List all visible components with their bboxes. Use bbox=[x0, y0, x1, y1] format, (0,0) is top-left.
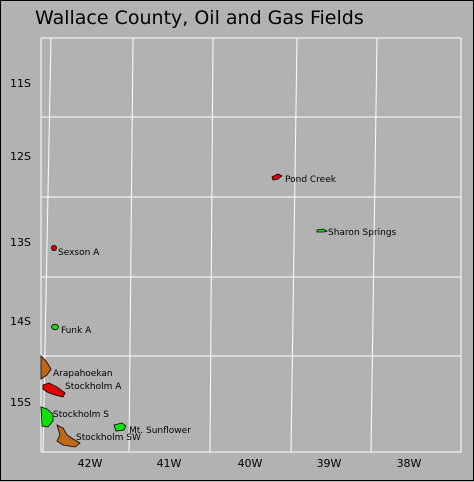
field-label-mt-sunflower: Mt. Sunflower bbox=[129, 426, 191, 436]
township-label-14s: 14S bbox=[10, 315, 31, 328]
map-title: Wallace County, Oil and Gas Fields bbox=[35, 7, 364, 29]
field-label-sexson-a: Sexson A bbox=[58, 248, 100, 258]
range-label-38w: 38W bbox=[396, 457, 422, 470]
sharon-springs-field bbox=[316, 228, 329, 233]
range-label-40w: 40W bbox=[237, 457, 263, 470]
field-shapes bbox=[40, 173, 329, 448]
stockholm-a-field bbox=[42, 382, 66, 398]
sexson-a-field bbox=[51, 244, 58, 251]
stockholm-sw-field bbox=[56, 424, 81, 448]
township-label-13s: 13S bbox=[10, 236, 31, 249]
range-line bbox=[370, 37, 378, 453]
range-label-41w: 41W bbox=[156, 457, 182, 470]
township-label-11s: 11S bbox=[10, 77, 31, 90]
stockholm-s-field bbox=[40, 406, 54, 428]
range-line bbox=[209, 37, 214, 453]
funk-a-field bbox=[51, 323, 59, 331]
township-label-15s: 15S bbox=[10, 396, 31, 409]
field-label-stockholm-a: Stockholm A bbox=[65, 382, 122, 392]
field-label-pond-creek: Pond Creek bbox=[285, 175, 336, 185]
range-label-39w: 39W bbox=[316, 457, 342, 470]
arapahoekan-field bbox=[40, 355, 52, 380]
range-label-42w: 42W bbox=[77, 457, 103, 470]
field-label-funk-a: Funk A bbox=[61, 326, 92, 336]
range-line bbox=[42, 37, 52, 453]
pond-creek-field bbox=[271, 173, 283, 181]
field-label-stockholm-s: Stockholm S bbox=[53, 410, 109, 420]
range-line bbox=[290, 37, 298, 453]
field-label-sharon-springs: Sharon Springs bbox=[328, 228, 397, 238]
field-label-arapahoekan: Arapahoekan bbox=[53, 369, 113, 379]
range-line bbox=[128, 37, 134, 453]
field-label-stockholm-sw: Stockholm SW bbox=[76, 433, 141, 443]
grid-lines bbox=[40, 37, 462, 453]
mt-sunflower-field bbox=[113, 422, 127, 432]
township-label-12s: 12S bbox=[10, 150, 31, 163]
